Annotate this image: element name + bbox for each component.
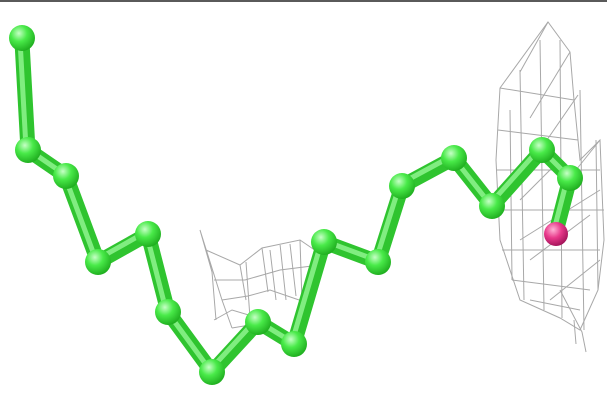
atom [557, 165, 583, 191]
atom [245, 309, 271, 335]
atom [15, 137, 41, 163]
atom [9, 25, 35, 51]
ligand-atom [544, 222, 568, 246]
atom [281, 331, 307, 357]
atom [311, 229, 337, 255]
atom [441, 145, 467, 171]
frame-top-border [0, 0, 607, 2]
atom [85, 249, 111, 275]
atom [365, 249, 391, 275]
atom [53, 163, 79, 189]
atom [479, 193, 505, 219]
atom [529, 137, 555, 163]
backbone-atoms [9, 25, 583, 385]
atom [155, 299, 181, 325]
atom [389, 173, 415, 199]
atom [199, 359, 225, 385]
density-mesh-middle [199, 229, 323, 329]
atom [135, 221, 161, 247]
